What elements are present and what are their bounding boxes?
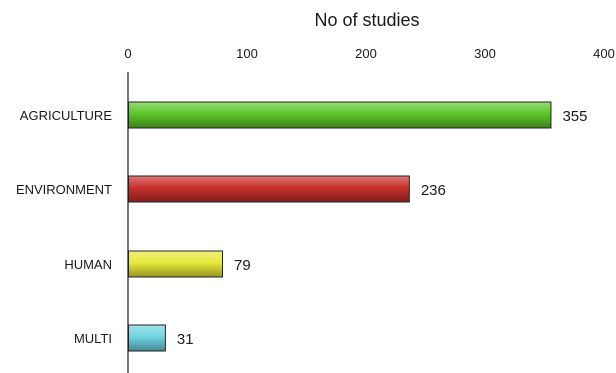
x-tick-label: 300 xyxy=(474,46,496,61)
category-label: MULTI xyxy=(74,331,112,346)
bar-multi xyxy=(128,324,166,352)
x-tick-label: 200 xyxy=(355,46,377,61)
data-label: 355 xyxy=(562,108,587,125)
x-tick-label: 100 xyxy=(236,46,258,61)
category-label: ENVIRONMENT xyxy=(16,182,112,197)
x-axis-ticks: 0 100 200 300 400 xyxy=(124,46,614,61)
category-label: HUMAN xyxy=(64,257,112,272)
bar-environment xyxy=(128,175,410,203)
data-labels: 355 236 79 31 xyxy=(177,108,588,348)
data-label: 79 xyxy=(234,257,251,274)
bar-human xyxy=(128,250,224,278)
bar-agriculture xyxy=(128,101,552,129)
bars-group xyxy=(128,101,552,352)
x-tick-label: 400 xyxy=(593,46,615,61)
category-label: AGRICULTURE xyxy=(20,108,113,123)
data-label: 31 xyxy=(177,331,194,348)
data-label: 236 xyxy=(421,182,446,199)
x-tick-label: 0 xyxy=(124,46,131,61)
x-axis-title: No of studies xyxy=(314,10,419,30)
category-labels: AGRICULTURE ENVIRONMENT HUMAN MULTI xyxy=(16,108,112,346)
